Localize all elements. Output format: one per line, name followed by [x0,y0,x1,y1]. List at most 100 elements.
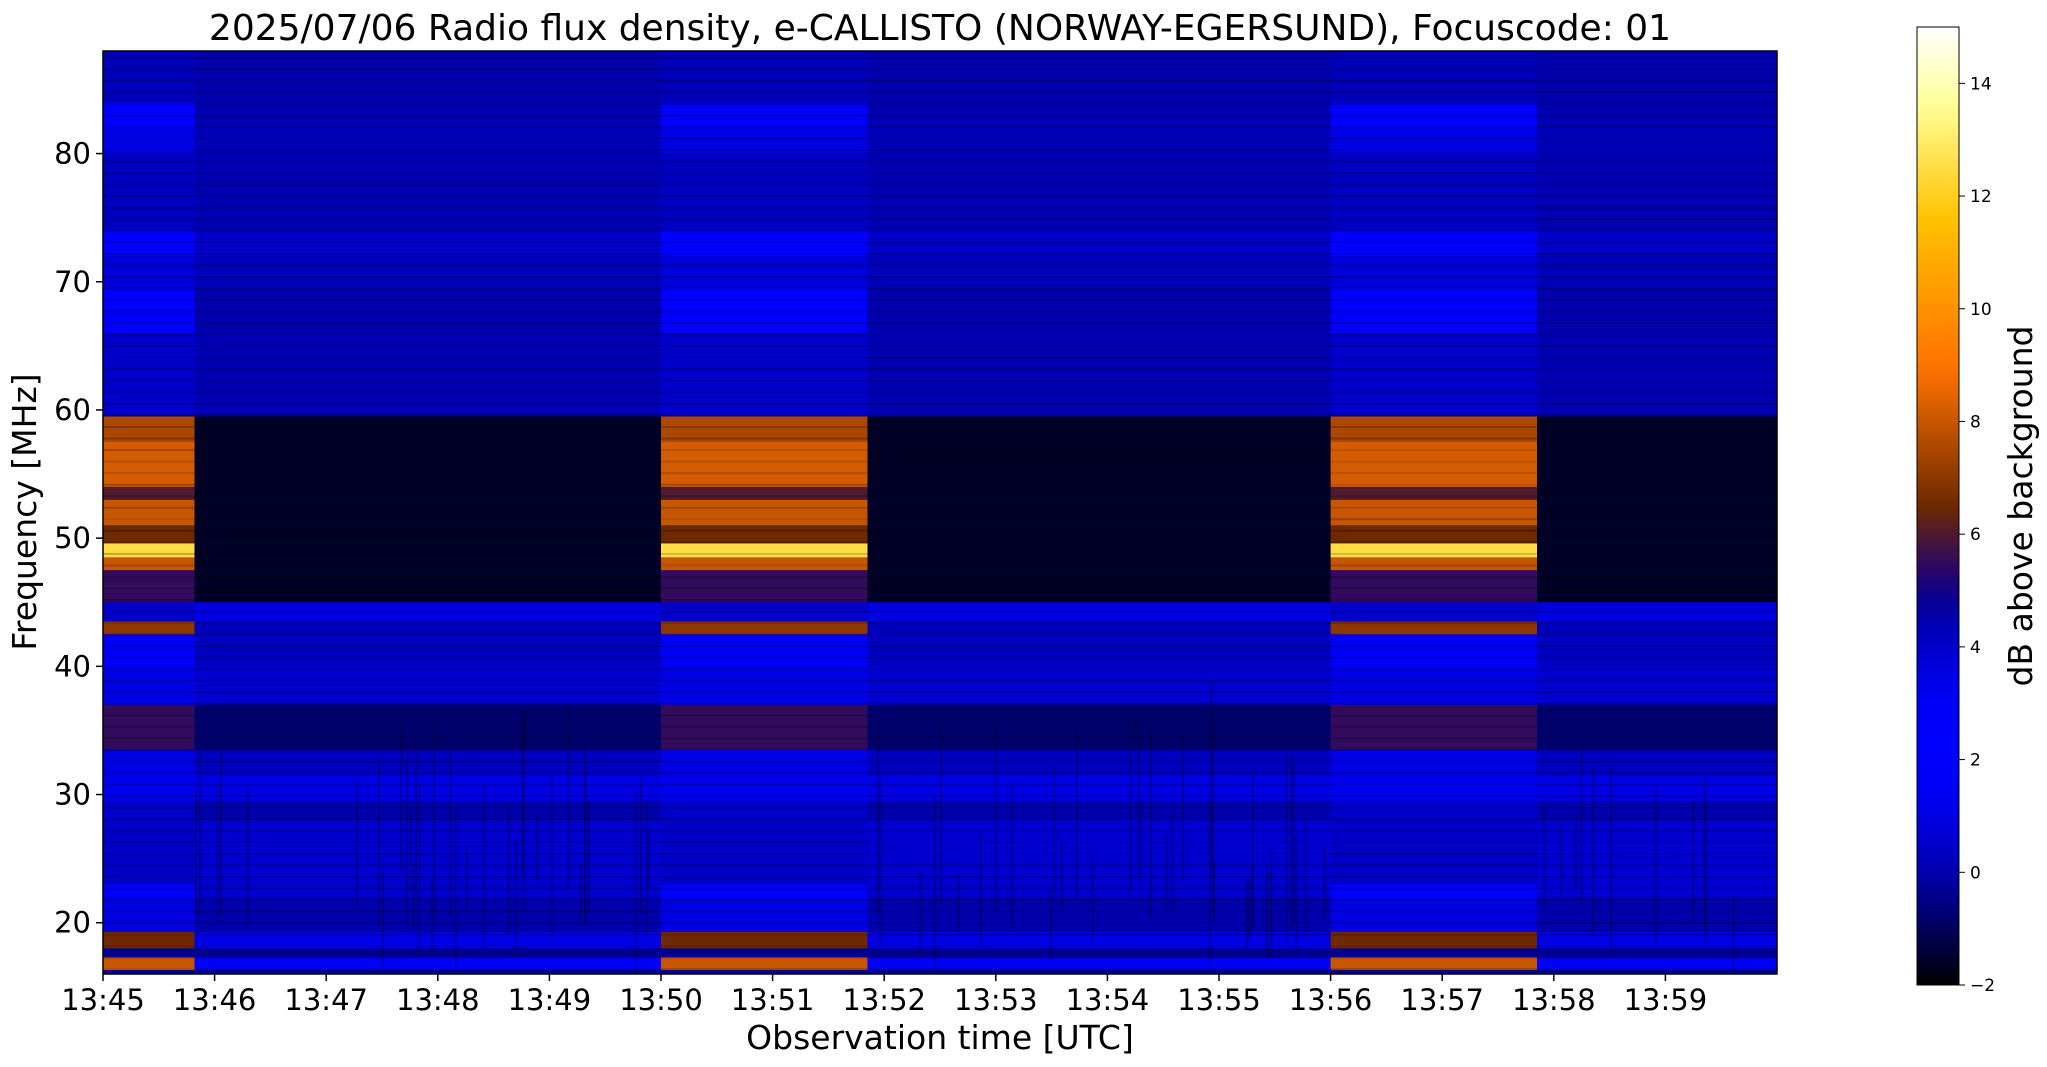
spectrogram-stripe [661,495,868,498]
spectrogram-cell [661,570,868,603]
spectrogram-cell [1537,102,1777,128]
noise-line [220,753,222,916]
spectrogram-stripe [661,183,868,186]
noise-line [1543,802,1546,909]
spectrogram-stripe [103,322,195,325]
spectrogram-cell [1330,442,1538,487]
spectrogram-stripe [867,829,1331,832]
spectrogram-stripe [1537,922,1777,925]
spectrogram-stripe [867,345,1331,348]
x-tick-label: 13:49 [508,983,592,1017]
spectrogram-stripe [103,299,195,302]
spectrogram-stripe [194,460,661,463]
spectrogram-cell [661,820,868,885]
spectrogram-cell [1330,897,1538,932]
spectrogram-cell [103,602,195,622]
spectrogram-cell [103,634,195,667]
noise-line [1137,714,1140,876]
spectrogram-stripe [103,68,195,71]
spectrogram-cell [103,775,195,801]
spectrogram-cell [194,621,661,635]
spectrogram-stripe [1330,229,1538,232]
spectrogram-cell [867,957,1331,971]
spectrogram-stripe [194,264,661,267]
spectrogram-stripe [867,149,1331,152]
spectrogram-stripe [1330,414,1538,417]
spectrogram-cell [661,621,868,635]
spectrogram-stripe [194,518,661,521]
spectrogram-stripe [867,564,1331,567]
spectrogram-stripe [1330,576,1538,578]
y-tick-label: 60 [54,393,91,427]
spectrogram-cell [1537,288,1777,334]
noise-line [536,816,538,884]
spectrogram-stripe [194,276,661,278]
noise-line [1076,724,1078,900]
spectrogram-stripe [103,518,195,521]
spectrogram-cell [1330,621,1538,635]
spectrogram-stripe [194,922,661,925]
spectrogram-cell [867,230,1331,257]
noise-line [584,773,587,924]
noise-line [382,871,384,969]
spectrogram-stripe [661,714,868,717]
spectrogram-cell [1537,704,1777,750]
spectrogram-stripe [661,483,868,486]
spectrogram-stripe [103,725,195,728]
spectrogram-stripe [1537,576,1777,578]
spectrogram-stripe [194,875,661,878]
spectrogram-cell [103,486,195,500]
spectrogram-cell [194,525,661,544]
noise-line [515,839,518,956]
spectrogram-stripe [867,714,1331,717]
spectrogram-stripe [1537,656,1777,659]
spectrogram-stripe [1330,449,1538,451]
spectrogram-stripe [194,333,661,336]
spectrogram-cell [1330,570,1538,603]
x-tick-label: 13:50 [619,983,703,1017]
spectrogram-cell [194,800,661,821]
spectrogram-stripe [194,576,661,578]
noise-line [1290,756,1293,928]
spectrogram-stripe [867,402,1331,405]
spectrogram-stripe [1330,183,1538,186]
spectrogram-stripe [1330,276,1538,278]
colorbar-tick-label: 4 [1970,638,1981,658]
spectrogram-stripe [194,391,661,394]
spectrogram-stripe [867,760,1331,763]
spectrogram-cell [1537,749,1777,776]
spectrogram-stripe [1330,899,1538,901]
noise-line [400,725,402,873]
spectrogram-cell [194,666,661,705]
spectrogram-stripe [103,229,195,232]
noise-line [1140,802,1142,882]
spectrogram-stripe [1330,737,1538,740]
noise-line [1129,721,1132,892]
spectrogram-stripe [1537,356,1777,359]
spectrogram-stripe [103,91,195,94]
spectrogram-stripe [1537,345,1777,348]
noise-line [1246,879,1248,949]
spectrogram-stripe [867,691,1331,694]
spectrogram-cell [1537,666,1777,705]
spectrogram-cell [1537,442,1777,487]
spectrogram-stripe [1537,795,1777,798]
spectrogram-cell [661,288,868,334]
colorbar-tick-label: −2 [1970,976,1995,996]
spectrogram-stripe [661,229,868,232]
spectrogram-cell [103,288,195,334]
spectrogram-cell [194,486,661,500]
noise-line [199,749,201,917]
y-tick-label: 40 [54,649,91,683]
spectrogram-stripe [103,576,195,578]
spectrogram-stripe [661,864,868,867]
spectrogram-stripe [1330,102,1538,105]
spectrogram-stripe [103,529,195,532]
spectrogram-stripe [867,206,1331,209]
spectrogram-cell [867,256,1331,289]
noise-line [1295,834,1297,952]
spectrogram-stripe [661,356,868,359]
spectrogram-stripe [194,552,661,555]
y-tick-label: 70 [54,265,91,299]
spectrogram-stripe [103,483,195,486]
